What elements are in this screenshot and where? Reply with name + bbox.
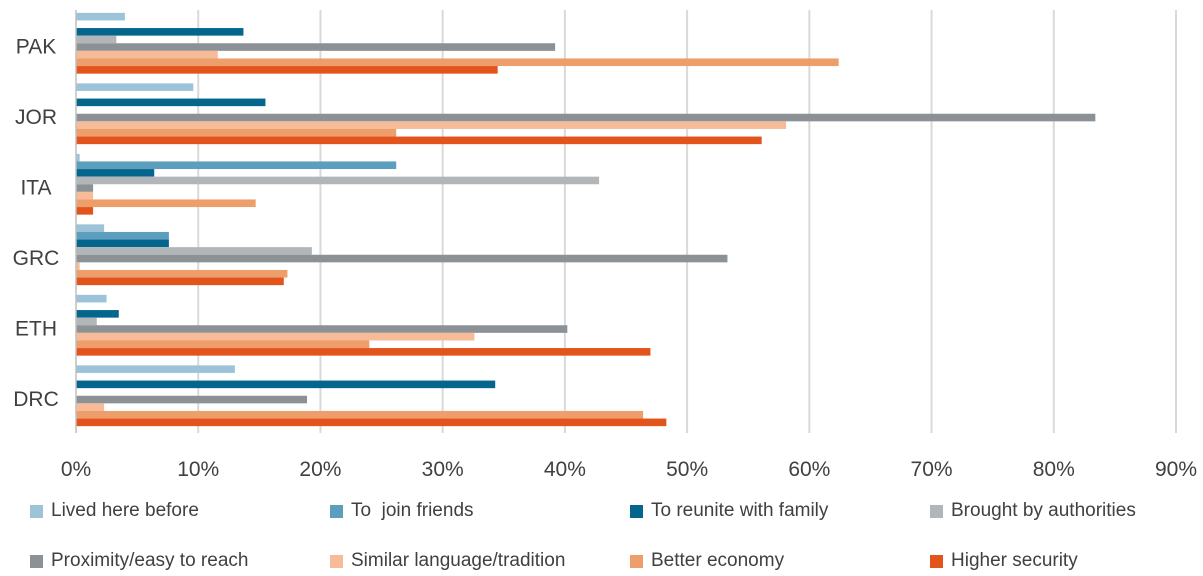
bar-drc-6 bbox=[76, 410, 644, 419]
chart-plot: 0% 10% 20% 30% 40% 50% 60% 70% 80% 90% PAK JOR ITA G… bbox=[13, 10, 1197, 481]
legend-swatch bbox=[30, 504, 43, 518]
x-axis: 0% 10% 20% 30% 40% 50% 60% 70% 80% 90% bbox=[61, 10, 1197, 481]
bar-eth-5 bbox=[76, 332, 475, 341]
bar-pak-3 bbox=[76, 35, 117, 44]
x-tick-label: 40% bbox=[544, 458, 586, 481]
bar-grc-6 bbox=[76, 269, 288, 278]
legend-label: Similar language/tradition bbox=[351, 550, 566, 571]
bar-drc-7 bbox=[76, 418, 667, 427]
x-tick-label: 0% bbox=[61, 458, 91, 481]
bar-ita-4 bbox=[76, 184, 94, 192]
legend-item: Higher security bbox=[930, 546, 1200, 576]
x-tick-label: 30% bbox=[422, 458, 464, 481]
gridlines bbox=[197, 10, 1177, 433]
legend-label: Lived here before bbox=[51, 500, 199, 521]
bar-drc-5 bbox=[76, 403, 105, 411]
bar-eth-6 bbox=[76, 340, 370, 349]
legend-item: Proximity/easy to reach bbox=[30, 546, 330, 576]
bar-grc-0 bbox=[76, 224, 105, 232]
bar-pak-4 bbox=[76, 43, 556, 51]
bar-jor-7 bbox=[76, 136, 762, 145]
bar-ita-6 bbox=[76, 199, 256, 208]
bar-pak-7 bbox=[76, 66, 498, 74]
bar-jor-6 bbox=[76, 128, 397, 137]
legend-label: Proximity/easy to reach bbox=[51, 550, 249, 571]
bar-pak-5 bbox=[76, 50, 218, 59]
legend-swatch bbox=[30, 554, 43, 568]
bar-pak-0 bbox=[76, 12, 125, 21]
x-tick-label: 10% bbox=[177, 458, 219, 481]
category-labels: PAK JOR ITA GRC ETH DRC bbox=[13, 35, 60, 411]
legend-swatch bbox=[930, 504, 943, 518]
bars bbox=[76, 12, 1096, 427]
legend-swatch bbox=[630, 554, 643, 568]
bar-eth-3 bbox=[76, 317, 97, 326]
category-label-ita: ITA bbox=[20, 176, 51, 199]
bar-jor-4 bbox=[76, 113, 1096, 122]
x-tick-label: 70% bbox=[911, 458, 953, 481]
bar-eth-4 bbox=[76, 325, 568, 333]
legend-item: Better economy bbox=[630, 546, 930, 576]
bar-ita-7 bbox=[76, 207, 94, 215]
bar-drc-4 bbox=[76, 395, 307, 404]
legend-label: Better economy bbox=[651, 550, 785, 571]
x-tick-label: 50% bbox=[666, 458, 708, 481]
bar-eth-0 bbox=[76, 294, 107, 303]
category-label-pak: PAK bbox=[16, 35, 56, 58]
x-tick-label: 20% bbox=[299, 458, 341, 481]
legend-item: To join friends bbox=[330, 496, 630, 526]
legend-item: Lived here before bbox=[30, 496, 330, 526]
x-tick-label: 60% bbox=[788, 458, 830, 481]
x-tick-label: 80% bbox=[1033, 458, 1075, 481]
bar-eth-7 bbox=[76, 348, 651, 356]
legend-item: Similar language/tradition bbox=[330, 546, 630, 576]
bar-ita-2 bbox=[76, 169, 155, 177]
bar-grc-2 bbox=[76, 239, 169, 248]
category-label-drc: DRC bbox=[13, 388, 59, 411]
bar-drc-2 bbox=[76, 380, 496, 389]
legend-label: Higher security bbox=[951, 550, 1078, 571]
x-tick-label: 90% bbox=[1155, 458, 1197, 481]
category-label-grc: GRC bbox=[13, 247, 60, 270]
bar-ita-5 bbox=[76, 191, 94, 200]
category-label-jor: JOR bbox=[15, 106, 57, 129]
bar-grc-5 bbox=[76, 262, 80, 270]
bar-grc-7 bbox=[76, 277, 284, 286]
legend-item: Brought by authorities bbox=[930, 496, 1200, 526]
legend-swatch bbox=[330, 554, 343, 568]
bar-jor-2 bbox=[76, 98, 266, 107]
category-label-eth: ETH bbox=[15, 317, 57, 340]
legend-label: Brought by authorities bbox=[951, 500, 1136, 521]
bar-jor-5 bbox=[76, 121, 787, 129]
legend-swatch bbox=[630, 504, 643, 518]
bar-grc-4 bbox=[76, 254, 728, 263]
legend-label: To reunite with family bbox=[651, 500, 829, 521]
legend: Lived here before To join friends To reuni… bbox=[30, 496, 1200, 576]
legend-swatch bbox=[330, 504, 343, 518]
bar-grc-1 bbox=[76, 231, 169, 240]
bar-jor-0 bbox=[76, 83, 194, 91]
bar-pak-2 bbox=[76, 28, 244, 36]
bar-ita-3 bbox=[76, 176, 600, 185]
bar-pak-6 bbox=[76, 58, 839, 67]
legend-item: To reunite with family bbox=[630, 496, 930, 526]
bar-grc-3 bbox=[76, 247, 312, 255]
bar-eth-2 bbox=[76, 310, 119, 318]
legend-label: To join friends bbox=[351, 500, 474, 521]
legend-swatch bbox=[930, 554, 943, 568]
bar-drc-0 bbox=[76, 365, 235, 373]
bar-ita-1 bbox=[76, 161, 397, 170]
bar-ita-0 bbox=[76, 153, 80, 162]
